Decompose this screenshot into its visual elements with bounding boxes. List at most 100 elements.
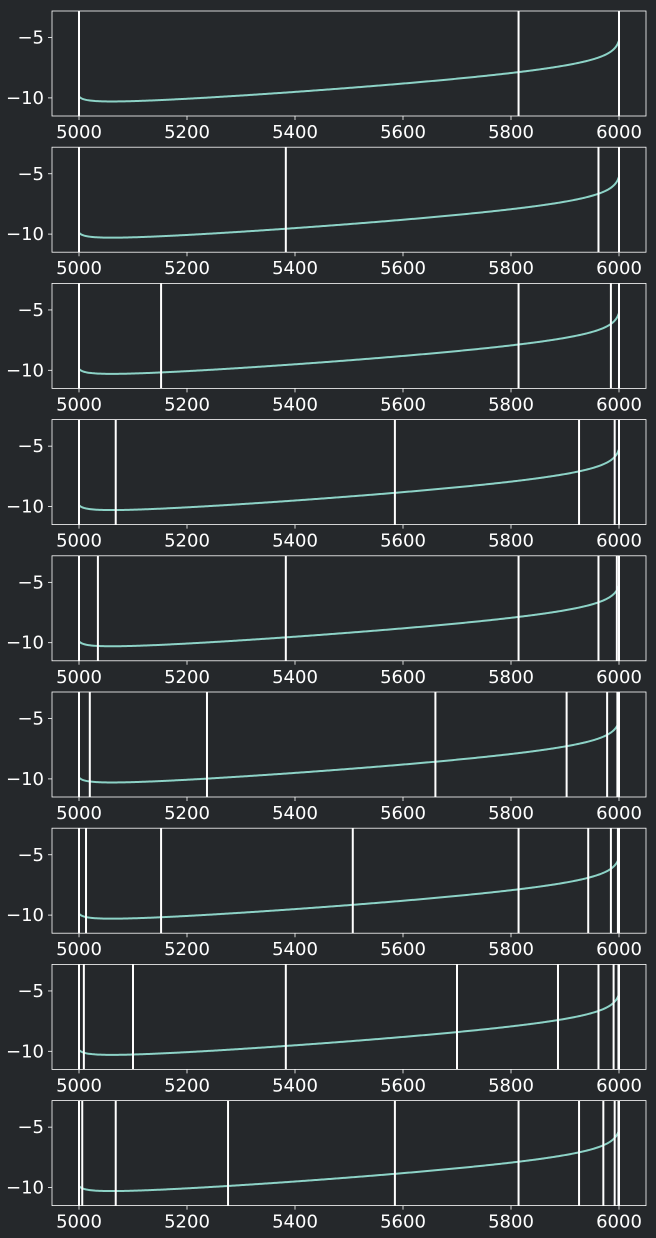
panel-frame [51,691,647,798]
panel-9: 5000 5200 5400 5600 5800 6000 −10 −5 [6,1100,647,1233]
y-tick-label: −10 [6,88,44,109]
x-tick-label: 5800 [488,803,534,824]
x-tick-label: 5200 [164,258,210,279]
y-tick-label: −10 [6,360,44,381]
x-tick-label: 5000 [56,939,102,960]
x-tick-label: 6000 [596,1212,642,1233]
x-tick-label: 5600 [380,803,426,824]
x-tick-label: 5200 [164,939,210,960]
y-tick-label: −5 [17,709,44,730]
panel-8: 5000 5200 5400 5600 5800 6000 −10 −5 [6,964,647,1096]
x-tick-label: 5400 [272,667,318,688]
x-tick-label: 5400 [272,531,318,552]
x-tick-label: 5200 [164,1212,210,1233]
series-curve [78,857,620,920]
x-tick-label: 5000 [56,803,102,824]
x-tick-label: 5000 [56,394,102,415]
y-tick-label: −5 [17,164,44,185]
x-tick-label: 5000 [56,122,102,143]
y-tick-label: −10 [6,769,44,790]
series-curve [78,585,620,648]
panel-frame [51,1100,647,1206]
x-tick-label: 5600 [380,122,426,143]
panel-2: 5000 5200 5400 5600 5800 6000 −10 −5 [6,146,647,279]
x-tick-label: 5200 [164,394,210,415]
x-tick-label: 5800 [488,1212,534,1233]
x-tick-label: 6000 [596,394,642,415]
y-tick-label: −10 [6,1041,44,1062]
x-tick-label: 6000 [596,122,642,143]
panel-frame [51,146,647,253]
x-tick-label: 5800 [488,394,534,415]
y-tick-label: −10 [6,496,44,517]
x-tick-label: 5800 [488,667,534,688]
panel-4: 5000 5200 5400 5600 5800 6000 −10 −5 [6,419,647,552]
series-curve [78,1129,620,1193]
x-tick-label: 5600 [380,394,426,415]
x-tick-label: 5600 [380,258,426,279]
x-tick-label: 5000 [56,667,102,688]
x-tick-label: 5600 [380,939,426,960]
series-curve [78,312,620,375]
x-tick-label: 5000 [56,1075,102,1096]
y-tick-label: −5 [17,28,44,49]
x-tick-label: 5600 [380,667,426,688]
x-tick-label: 5200 [164,1075,210,1096]
x-tick-label: 6000 [596,803,642,824]
x-tick-label: 5600 [380,531,426,552]
x-tick-label: 5200 [164,667,210,688]
x-tick-label: 5800 [488,1075,534,1096]
x-tick-label: 5600 [380,1212,426,1233]
x-tick-label: 5400 [272,258,318,279]
x-tick-label: 6000 [596,258,642,279]
series-curve [78,993,620,1056]
x-tick-label: 5800 [488,258,534,279]
x-tick-label: 5400 [272,394,318,415]
x-tick-label: 5800 [488,531,534,552]
y-tick-label: −5 [17,981,44,1002]
x-tick-label: 5400 [272,122,318,143]
series-curve [78,176,620,239]
y-tick-label: −5 [17,436,44,457]
y-tick-label: −5 [17,572,44,593]
x-tick-label: 6000 [596,531,642,552]
x-tick-label: 5000 [56,531,102,552]
x-tick-label: 5400 [272,803,318,824]
x-tick-label: 5200 [164,803,210,824]
series-curve [78,448,620,512]
x-tick-label: 5800 [488,122,534,143]
y-tick-label: −5 [17,1117,44,1138]
x-tick-label: 5200 [164,531,210,552]
panel-6: 5000 5200 5400 5600 5800 6000 −10 −5 [6,691,647,824]
panel-frame [51,827,647,934]
x-tick-label: 5800 [488,939,534,960]
x-tick-label: 5600 [380,1075,426,1096]
x-tick-label: 5000 [56,1212,102,1233]
panel-7: 5000 5200 5400 5600 5800 6000 −10 −5 [6,827,647,960]
x-tick-label: 6000 [596,1075,642,1096]
x-tick-label: 5400 [272,1075,318,1096]
x-tick-label: 6000 [596,667,642,688]
x-tick-label: 5200 [164,122,210,143]
panel-frame [51,282,647,389]
y-tick-label: −10 [6,633,44,654]
y-tick-label: −10 [6,1177,44,1198]
x-tick-label: 5400 [272,939,318,960]
panel-1: 5000 5200 5400 5600 5800 6000 −10 −5 [6,10,647,143]
panel-3: 5000 5200 5400 5600 5800 6000 −10 −5 [6,282,647,415]
panel-frame [51,555,647,662]
panel-frame [51,964,647,1070]
y-tick-label: −5 [17,845,44,866]
panel-frame [51,10,647,117]
panel-frame [51,419,647,526]
x-tick-label: 5000 [56,258,102,279]
y-tick-label: −10 [6,224,44,245]
y-tick-label: −5 [17,300,44,321]
x-tick-label: 5400 [272,1212,318,1233]
panel-5: 5000 5200 5400 5600 5800 6000 −10 −5 [6,555,647,688]
y-tick-label: −10 [6,905,44,926]
series-curve [78,40,620,103]
series-curve [78,721,620,784]
x-tick-label: 6000 [596,939,642,960]
